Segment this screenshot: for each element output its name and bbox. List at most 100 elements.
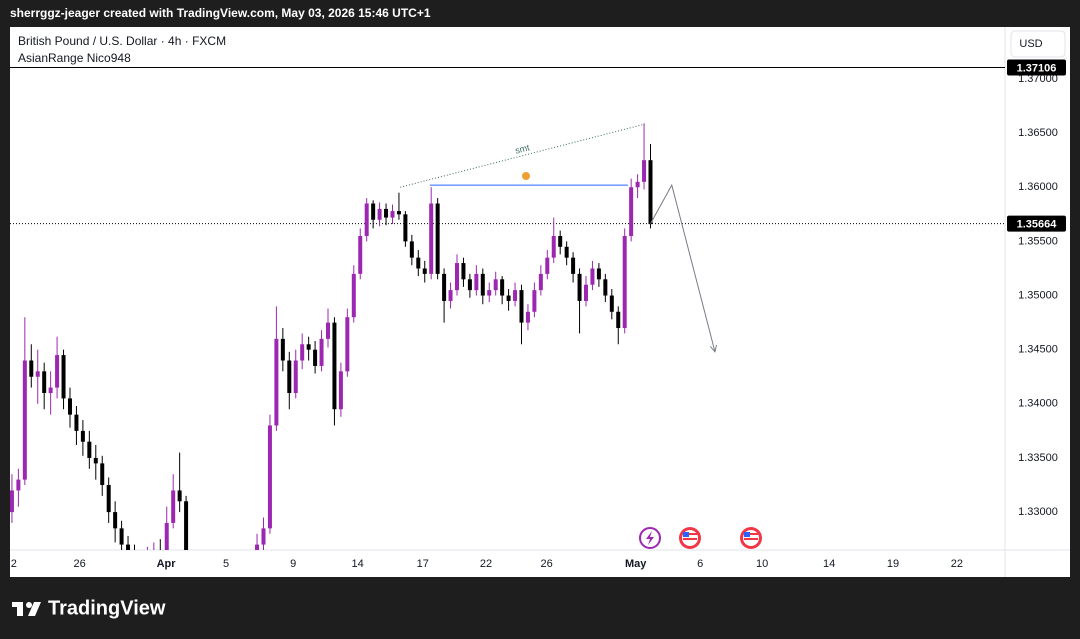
candle-body bbox=[422, 268, 427, 274]
candle-body bbox=[74, 414, 79, 431]
candle-body bbox=[583, 284, 588, 301]
candle-body bbox=[500, 279, 505, 296]
candle-body bbox=[267, 425, 272, 529]
indicator-title: AsianRange Nico948 bbox=[18, 51, 131, 65]
candle-body bbox=[487, 290, 492, 296]
candle-body bbox=[87, 441, 92, 458]
candle-body bbox=[67, 398, 72, 415]
flag-canton bbox=[744, 532, 750, 537]
candle-body bbox=[642, 160, 647, 182]
header: sherrggz-jeager created with TradingView… bbox=[10, 6, 431, 20]
candle-body bbox=[629, 187, 634, 236]
candle-body bbox=[171, 490, 176, 523]
candle-body bbox=[358, 235, 363, 274]
candle-body bbox=[558, 235, 563, 247]
y-tick-label: 1.34000 bbox=[1018, 398, 1058, 410]
candle-body bbox=[442, 273, 447, 301]
flag-stripe bbox=[744, 538, 758, 540]
currency-button[interactable] bbox=[1010, 30, 1066, 58]
candle-body bbox=[177, 490, 182, 502]
candle-body bbox=[493, 279, 498, 291]
x-tick-label: 22 bbox=[951, 558, 963, 570]
candle-body bbox=[126, 544, 131, 550]
candle-body bbox=[106, 485, 111, 513]
y-tick-label: 1.36500 bbox=[1018, 127, 1058, 139]
candle-body bbox=[454, 263, 459, 291]
candle-body bbox=[48, 387, 53, 393]
candle-body bbox=[390, 211, 395, 218]
x-tick-label: 17 bbox=[417, 558, 429, 570]
brand-logo bbox=[12, 602, 41, 616]
candle-body bbox=[403, 214, 408, 242]
candle-body bbox=[35, 371, 40, 377]
y-tick-label: 1.36000 bbox=[1018, 181, 1058, 193]
logo-part bbox=[26, 602, 32, 608]
candle-body bbox=[55, 355, 60, 388]
candle-body bbox=[93, 457, 98, 464]
candle-body bbox=[80, 430, 85, 442]
candle-body bbox=[577, 273, 582, 301]
candle-body bbox=[609, 295, 614, 312]
candle-body bbox=[319, 338, 324, 366]
candle-body bbox=[480, 273, 485, 296]
candle-body bbox=[113, 512, 118, 529]
candle-body bbox=[448, 290, 453, 301]
candle-body bbox=[590, 268, 595, 285]
candle-body bbox=[364, 203, 369, 236]
axes: 1.37000 1.36500 1.36000 1.35500 1.35000 1.345… bbox=[11, 59, 1066, 570]
x-tick-label: 26 bbox=[541, 558, 553, 570]
symbol-title: British Pound / U.S. Dollar · 4h · FXCM bbox=[18, 34, 226, 48]
candle-body bbox=[280, 338, 285, 361]
candle-body bbox=[648, 160, 653, 225]
candle-body bbox=[287, 360, 292, 393]
candle-body bbox=[377, 208, 382, 220]
candle-body bbox=[10, 490, 14, 513]
candle-body bbox=[16, 479, 21, 491]
candle-body bbox=[571, 257, 576, 274]
candle-body bbox=[351, 273, 356, 318]
candle-body bbox=[467, 279, 472, 291]
candle-body bbox=[29, 360, 34, 377]
event-icon-bolt bbox=[646, 531, 654, 545]
flag-stripe bbox=[744, 533, 758, 535]
candle-body bbox=[42, 371, 47, 393]
candle-body bbox=[506, 295, 511, 301]
chart-pane bbox=[10, 27, 1070, 577]
flag-canton bbox=[683, 532, 689, 537]
candle-body bbox=[525, 311, 530, 323]
x-tick-label: 22 bbox=[480, 558, 492, 570]
x-tick-label: 19 bbox=[887, 558, 899, 570]
event-icons bbox=[639, 527, 762, 549]
candle-body bbox=[261, 528, 266, 545]
last-price-box bbox=[1007, 215, 1066, 232]
drawing-label: smt bbox=[514, 142, 531, 155]
candle-body bbox=[429, 203, 434, 274]
candle-body bbox=[409, 241, 414, 258]
candle-body bbox=[371, 203, 376, 220]
candle-body bbox=[300, 344, 305, 361]
y-tick-label: 1.35000 bbox=[1018, 289, 1058, 301]
candle-body bbox=[551, 235, 556, 258]
candle-body bbox=[338, 371, 343, 410]
candle-body bbox=[119, 528, 124, 545]
candle-body bbox=[513, 290, 518, 301]
candle-body bbox=[396, 211, 401, 215]
candle-body bbox=[435, 203, 440, 274]
x-tick-label: 6 bbox=[697, 558, 703, 570]
x-tick-label: May bbox=[625, 558, 647, 570]
y-tick-label: 1.35500 bbox=[1018, 235, 1058, 247]
candle-body bbox=[461, 263, 466, 280]
logo-part bbox=[17, 602, 23, 616]
x-tick-label: 26 bbox=[74, 558, 86, 570]
candle-body bbox=[313, 349, 318, 366]
candle-body bbox=[532, 290, 537, 312]
currency[interactable]: USD bbox=[1019, 38, 1042, 50]
candle-body bbox=[603, 279, 608, 296]
candle-body bbox=[384, 208, 389, 218]
flag-stripe bbox=[683, 538, 697, 540]
candle-body bbox=[274, 338, 279, 426]
candle-body bbox=[616, 311, 621, 329]
level-label-box bbox=[1007, 59, 1066, 76]
